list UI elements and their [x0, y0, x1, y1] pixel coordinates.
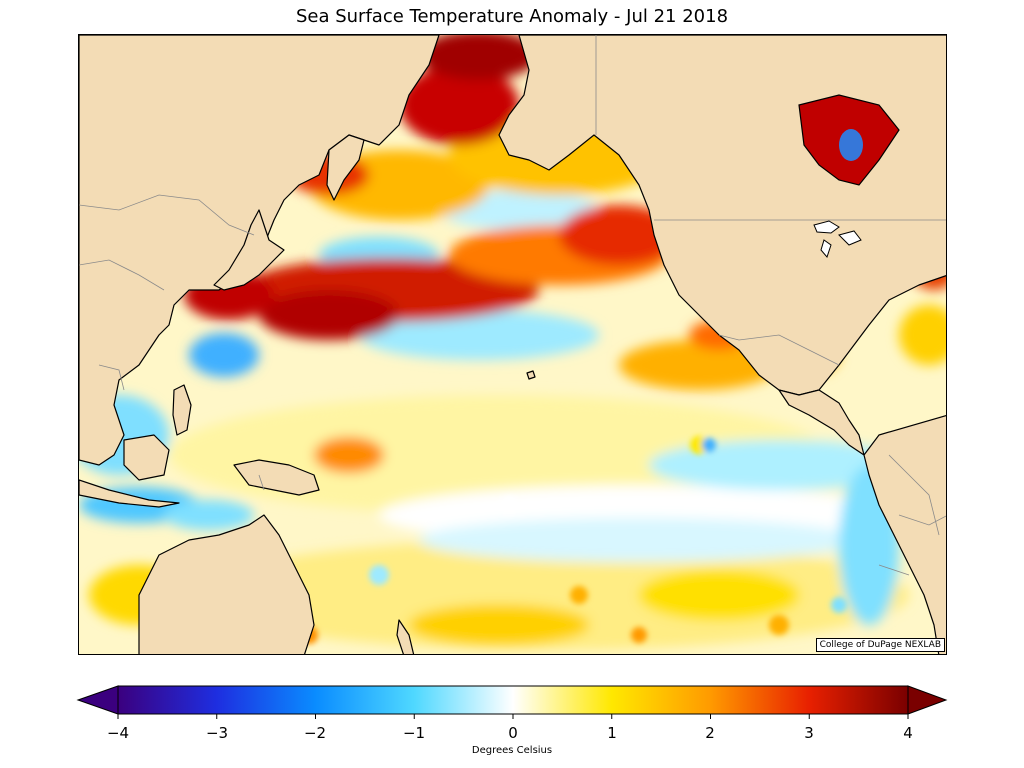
colorbar-min-extend [76, 685, 119, 715]
colorbar-max-extend [907, 685, 948, 715]
hudson-bay [798, 94, 900, 186]
borneo [123, 434, 170, 481]
colorbar-tick-label: 4 [903, 724, 913, 742]
political-borders [79, 35, 946, 576]
colorbar-tick-label: −1 [402, 724, 426, 742]
colorbar-tick-label: 0 [508, 724, 518, 742]
australia [138, 514, 315, 654]
colorbar-tick-label: −2 [303, 724, 327, 742]
colorbar-ticks [117, 714, 909, 719]
sst-anomaly-map[interactable]: College of DuPage NEXLAB [78, 34, 947, 655]
great-lakes [813, 220, 862, 258]
new-guinea [233, 459, 320, 496]
colorbar [76, 685, 948, 719]
colorbar-tick-label: 3 [804, 724, 814, 742]
sumatra-java [79, 479, 180, 508]
hawaii [526, 370, 536, 380]
philippines [172, 384, 192, 436]
south-america [863, 414, 946, 654]
colorbar-tick-label: −4 [106, 724, 130, 742]
credit-label: College of DuPage NEXLAB [815, 638, 945, 652]
kamchatka [326, 134, 365, 201]
colorbar-tick-label: −3 [205, 724, 229, 742]
central-america [778, 389, 865, 456]
new-zealand [396, 619, 415, 654]
colorbar-tick-label: 2 [705, 724, 715, 742]
colorbar-gradient [117, 685, 909, 715]
map-title: Sea Surface Temperature Anomaly - Jul 21… [295, 6, 729, 27]
colorbar-unit-label: Degrees Celsius [471, 745, 553, 756]
map-canvas: College of DuPage NEXLAB [79, 35, 946, 654]
colorbar-tick-label: 1 [607, 724, 617, 742]
japan [213, 209, 285, 291]
